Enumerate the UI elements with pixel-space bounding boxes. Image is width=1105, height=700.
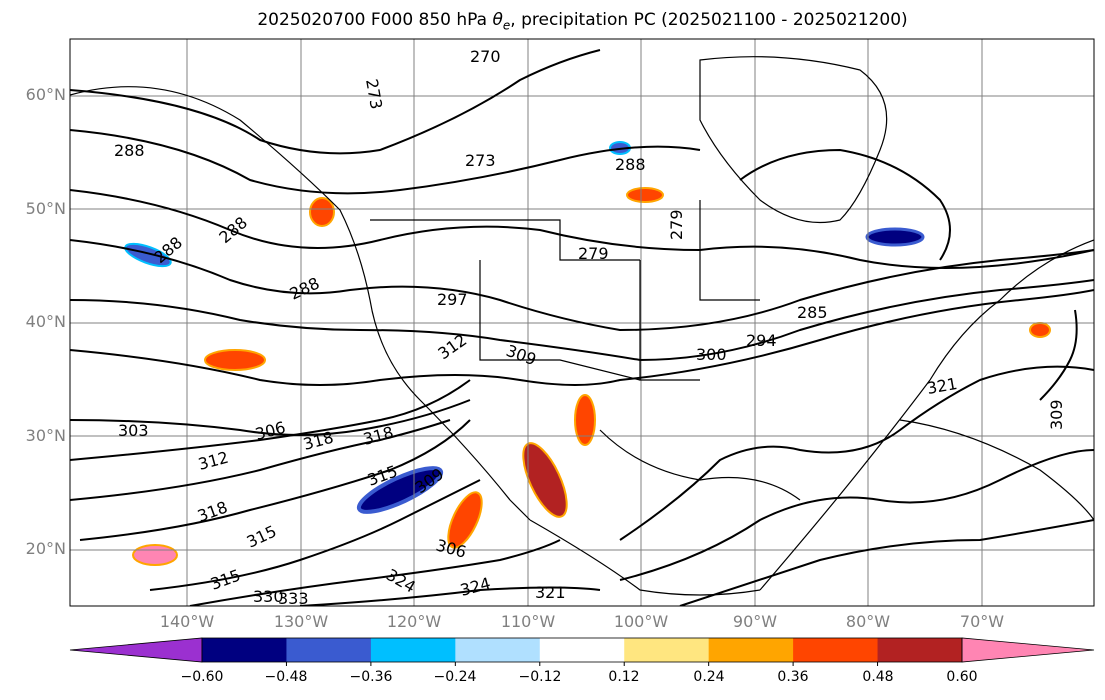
contour-label: 288	[615, 155, 646, 174]
colorbar-outline	[201, 637, 963, 663]
colorbar-segments	[69, 637, 1095, 663]
colorbar-segment	[877, 638, 963, 662]
colorbar-tick-label: −0.48	[264, 669, 308, 685]
precip-blob	[626, 187, 664, 203]
colorbar-tick-label: −0.36	[349, 669, 393, 685]
map-frame	[69, 38, 1095, 607]
colorbar-tick-label: 0.48	[862, 669, 894, 685]
colorbar-segment	[793, 638, 879, 662]
lat-label: 40°N	[25, 312, 66, 331]
contour-label: 270	[470, 47, 501, 66]
coastlines-borders	[70, 56, 1094, 596]
colorbar-segment	[370, 638, 456, 662]
lat-label: 20°N	[25, 539, 66, 558]
lon-label: 70°W	[959, 612, 1005, 631]
colorbar-extension-high	[961, 637, 1095, 663]
contour-label: 300	[696, 345, 727, 364]
colorbar-segment	[202, 638, 287, 662]
contour-label: 303	[118, 421, 149, 440]
contour-label: 279	[578, 244, 609, 263]
map-title: 2025020700 F000 850 hPa θe, precipitatio…	[257, 10, 908, 33]
precip-blob	[356, 466, 444, 514]
contour-label: 288	[114, 141, 145, 160]
lon-label: 130°W	[273, 612, 329, 631]
colorbar-tick-label: −0.24	[433, 669, 477, 685]
contour-label: 297	[437, 290, 468, 309]
colorbar-tick-label: 0.24	[693, 669, 725, 685]
colorbar-tick-label: 0.60	[946, 669, 978, 685]
contour-label: 330	[253, 587, 284, 606]
lon-label: 100°W	[613, 612, 669, 631]
colorbar-tick-label: 0.36	[777, 669, 809, 685]
colorbar-segment	[624, 638, 710, 662]
lon-label: 140°W	[159, 612, 215, 631]
lon-label: 120°W	[386, 612, 442, 631]
colorbar-tick-label: 0.12	[608, 669, 640, 685]
contour-label: 279	[667, 209, 686, 240]
lon-label: 80°W	[845, 612, 891, 631]
precip-blob	[124, 242, 172, 268]
colorbar-segment	[708, 638, 794, 662]
lat-label: 60°N	[25, 85, 66, 104]
precip-shading	[124, 141, 1051, 566]
graticule	[70, 39, 1094, 606]
colorbar-extension-low	[69, 637, 203, 663]
colorbar-tick-label: −0.12	[518, 669, 562, 685]
colorbar-segment	[455, 638, 541, 662]
precip-blob	[574, 394, 596, 446]
lon-label: 110°W	[500, 612, 556, 631]
colorbar-tick-label: −0.60	[180, 669, 224, 685]
colorbar-ticks	[285, 662, 879, 666]
contour-label: 333	[278, 589, 309, 608]
colorbar-segment	[286, 638, 372, 662]
precip-blob	[204, 349, 266, 371]
contour-label: 273	[465, 151, 496, 170]
theta-e-contours	[70, 49, 1094, 606]
lat-label: 50°N	[25, 199, 66, 218]
colorbar-segment	[539, 638, 625, 662]
lat-label: 30°N	[25, 426, 66, 445]
precip-blob	[309, 197, 335, 227]
contour-label: 321	[535, 583, 566, 602]
contour-label: 309	[1047, 399, 1066, 430]
precip-blob	[865, 227, 925, 247]
contour-label: 294	[746, 331, 777, 350]
lon-label: 90°W	[732, 612, 778, 631]
precip-blob	[447, 491, 483, 549]
contour-label: 285	[797, 303, 828, 322]
